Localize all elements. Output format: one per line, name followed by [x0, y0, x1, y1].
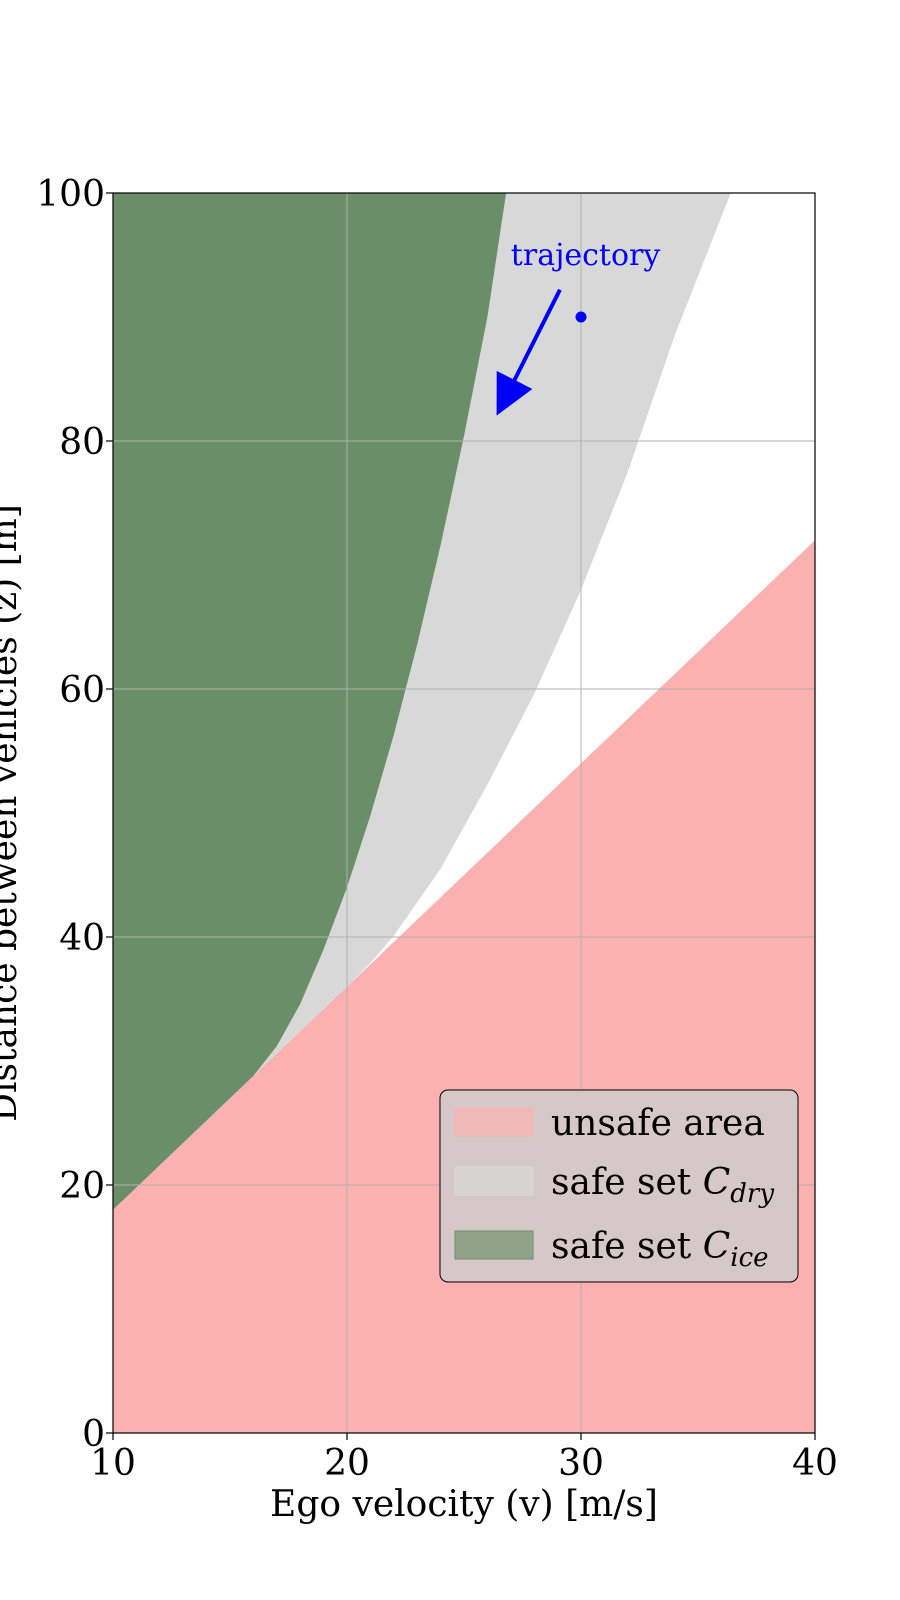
y-tick-label: 40: [59, 918, 105, 959]
legend-swatch: [454, 1107, 534, 1137]
y-tick-label: 80: [59, 422, 105, 463]
x-axis-label: Ego velocity (v) [m/s]: [270, 1484, 658, 1525]
legend-label: unsafe area: [551, 1103, 765, 1144]
y-tick-label: 100: [36, 174, 105, 215]
legend-swatch: [454, 1166, 534, 1196]
state-point: [575, 311, 587, 323]
x-tick-label: 10: [90, 1443, 136, 1484]
y-tick-label: 0: [82, 1414, 105, 1455]
plot-frame: [112, 192, 816, 1434]
legend-label: safe set Cdry: [551, 1162, 774, 1209]
legend-label: safe set Cice: [551, 1226, 769, 1273]
x-tick-label: 20: [324, 1443, 370, 1484]
y-axis-ticks: 0 20 40 60 80 100: [36, 174, 113, 1455]
y-tick-label: 20: [59, 1166, 105, 1207]
y-tick-label: 60: [59, 670, 105, 711]
legend: unsafe area safe set Cdry safe set Cice: [439, 1089, 799, 1283]
legend-swatch: [454, 1230, 534, 1260]
x-tick-label: 30: [558, 1443, 604, 1484]
trajectory-arrow: [496, 288, 562, 416]
x-tick-label: 40: [792, 1443, 838, 1484]
region-safe-set-ice: [113, 193, 507, 1210]
trajectory-label: trajectory: [511, 238, 661, 273]
y-axis-label: Distance between vehicles (z) [m]: [0, 504, 25, 1122]
x-axis-ticks: 10 20 30 40: [90, 1433, 838, 1484]
annotations: trajectory: [496, 238, 661, 416]
